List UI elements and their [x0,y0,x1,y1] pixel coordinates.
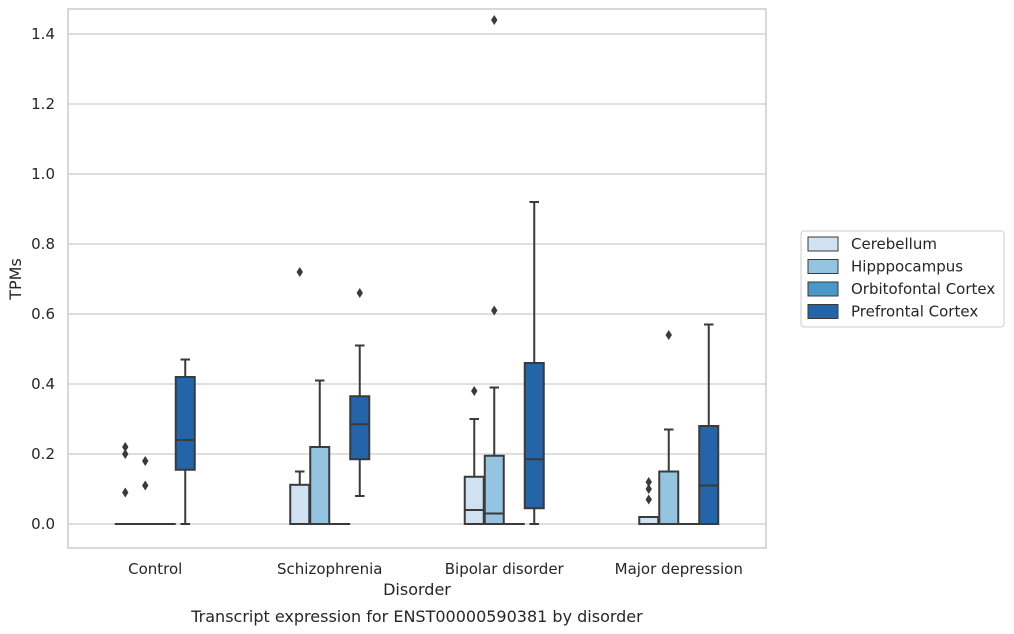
outlier-point [645,484,652,494]
legend-frame [800,230,1005,328]
y-tick-label: 0.0 [31,515,55,533]
box-iqr [483,454,505,525]
outlier-point [645,477,652,487]
box-cerebellum [114,442,136,526]
y-tick-label: 1.4 [31,25,55,43]
y-tick-label: 1.2 [31,95,55,113]
x-tick-label: Bipolar disorder [445,560,565,578]
box-iqr [174,376,196,471]
box-hipppocampus [483,15,505,525]
box-iqr [523,362,545,510]
box-hipppocampus [658,330,680,525]
outlier-point [491,305,498,316]
box-prefrontal-cortex [523,201,545,525]
legend: Cerebellum Hipppocampus Orbitofontal Corte… [800,230,1005,328]
box-iqr [698,425,720,525]
legend-label: Cerebellum [851,235,937,253]
y-tick-label: 0.6 [31,305,55,323]
gridlines [68,33,766,525]
outlier-point [142,480,149,491]
boxes [114,15,720,526]
chart-caption: Transcript expression for ENST0000059038… [190,607,643,626]
box-cerebellum [463,386,485,525]
y-axis-ticks: 0.0 0.2 0.4 0.6 0.8 1.0 1.2 1.4 [31,25,55,533]
plot-area-frame [67,8,767,549]
box-iqr [309,446,331,525]
y-axis-label: TPMs [6,258,25,301]
outlier-point [142,456,149,466]
box-iqr [289,483,311,525]
x-axis-label: Disorder [383,580,451,599]
legend-swatch [807,236,839,252]
outlier-point [471,386,478,396]
box-iqr [349,395,371,461]
outlier-point [645,494,652,505]
x-tick-label: Major depression [615,560,743,578]
box-prefrontal-cortex [349,288,371,497]
legend-swatch [807,304,839,319]
y-tick-label: 0.2 [31,445,55,463]
x-tick-label: Schizophrenia [277,560,382,578]
outlier-point [665,330,672,340]
x-tick-label: Control [128,560,182,578]
box-hipppocampus [309,379,331,525]
legend-label: Orbitofontal Cortex [851,280,995,298]
outlier-point [491,15,498,25]
y-tick-label: 1.0 [31,165,55,183]
box-iqr [463,475,485,525]
y-tick-label: 0.8 [31,235,55,253]
legend-swatch [807,281,839,297]
x-axis-ticks: Control Schizophrenia Bipolar disorder Majo… [128,560,743,578]
y-tick-label: 0.4 [31,375,55,393]
outlier-point [122,442,129,452]
box-hipppocampus [134,456,156,526]
box-prefrontal-cortex [698,323,720,525]
box-prefrontal-cortex [174,358,196,525]
box-cerebellum [289,267,311,525]
box-cerebellum [638,477,660,525]
legend-label: Prefrontal Cortex [851,303,978,321]
outlier-point [122,487,129,498]
legend-label: Hipppocampus [851,258,963,276]
box-iqr [658,470,680,525]
outlier-point [122,449,129,459]
outlier-point [296,267,303,277]
box-iqr [638,516,660,525]
legend-swatch [807,259,839,274]
outlier-point [356,288,363,298]
